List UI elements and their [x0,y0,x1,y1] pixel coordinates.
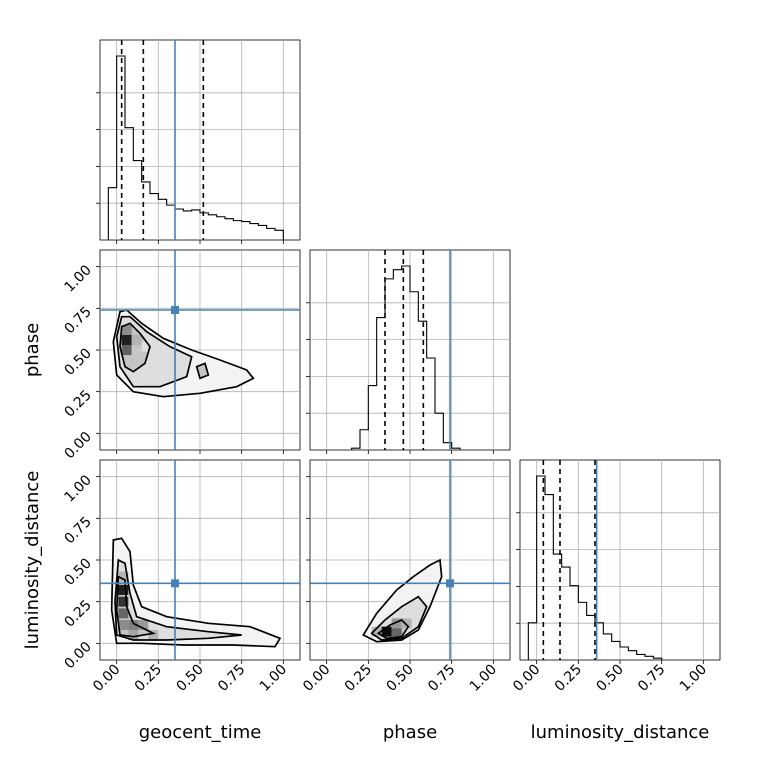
y-tick-label: 0.75 [61,304,94,337]
truth-point [171,306,179,314]
y-tick-label: 0.00 [61,429,94,462]
y-tick-label: 0.50 [61,346,94,379]
x-tick-label: 0.75 [215,662,248,695]
x-tick-label: 0.25 [342,662,375,695]
panel-phase-phase [306,249,511,454]
x-tick-label: 0.75 [425,662,458,695]
density-bin [128,620,139,630]
contour-line [115,575,157,638]
x-axis-label-geocent_time: geocent_time [139,722,262,743]
x-axis-label-phase: phase [383,722,437,743]
x-tick-label: 0.25 [132,662,165,695]
density-bin [118,585,129,595]
density-bin [128,630,139,640]
x-tick-label: 0.75 [635,662,668,695]
contour-line [114,558,242,641]
x-tick-label: 0.50 [383,662,416,695]
density-fill [111,538,281,647]
y-tick-label: 0.25 [61,387,94,420]
x-tick-label: 1.00 [467,662,500,695]
panel-luminosity_distance-luminosity_distance: 0.00 0.25 0.50 0.75 1.00 [510,459,721,695]
density-bin [391,626,402,637]
contour-line [115,315,193,388]
y-tick-label: 1.00 [61,262,94,295]
panel-content [107,40,284,240]
density-bin [391,618,402,629]
grid-lines [310,460,510,660]
panel-content [100,460,300,660]
density-bin [118,620,129,630]
y-tick-label: 0.75 [61,514,94,547]
truth-point [446,579,454,588]
x-tick-label: 0.00 [510,662,543,695]
density-bin [121,345,132,355]
density-bin [121,335,132,345]
y-tick-label: 0.00 [61,639,94,672]
contour-line [362,558,443,643]
y-tick-label: 0.50 [61,556,94,589]
histogram-geocent_time [107,55,284,240]
y-axis-label-luminosity_distance: luminosity_distance [22,471,43,650]
density-bin [381,626,392,637]
panel-content [351,250,461,450]
panel-geocent_time-geocent_time [96,39,301,244]
panel-luminosity_distance-geocent_time: 0.00 0.25 0.50 0.75 1.000.000.250.500.751.00 [61,459,301,695]
contour-line [112,309,255,398]
panel-content [100,250,300,450]
histogram-luminosity_distance [527,475,663,660]
density-bin [131,348,142,359]
truth-point [171,579,179,588]
density-bin [118,608,129,619]
density-bin [371,626,382,637]
panel-content [310,460,510,660]
contour-line [119,322,151,373]
x-tick-label: 0.50 [173,662,206,695]
x-axis-label-luminosity_distance: luminosity_distance [531,722,710,743]
contour-line [370,595,428,641]
density-bin [121,325,132,335]
y-tick-label: 0.25 [61,597,94,630]
density-bin [118,571,129,582]
panel-phase-geocent_time: 0.00 0.25 0.50 0.75 1.00 [61,249,301,462]
x-tick-label: 0.00 [90,662,123,695]
density-bin [131,335,142,345]
density-bin [401,618,412,629]
x-tick-label: 0.00 [300,662,333,695]
x-tick-label: 0.50 [593,662,626,695]
panel-luminosity_distance-phase: 0.00 0.25 0.50 0.75 1.00 [300,459,511,695]
panel-content [527,460,663,660]
density-bin [148,630,159,640]
x-tick-label: 1.00 [677,662,710,695]
histogram-phase [351,265,461,450]
y-tick-label: 1.00 [61,472,94,505]
x-tick-label: 1.00 [257,662,290,695]
x-tick-label: 0.25 [552,662,585,695]
y-axis-label-phase: phase [22,323,43,377]
density-bin [138,620,149,630]
density-bin [141,341,152,352]
contour-line [376,618,410,640]
contour-line [110,537,282,648]
density-bin [118,596,129,607]
contour-line [195,362,210,380]
